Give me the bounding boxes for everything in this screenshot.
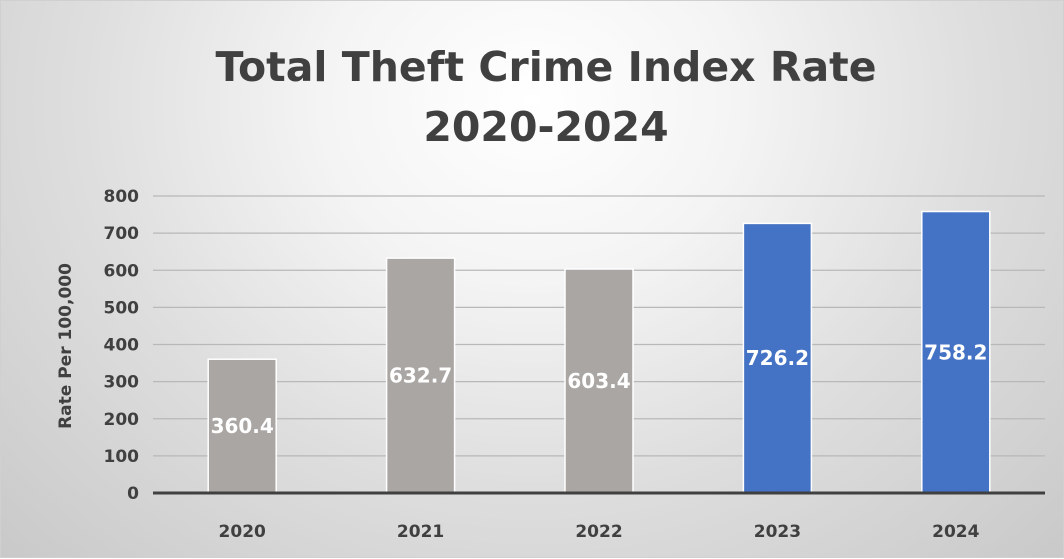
bars: [207, 210, 991, 494]
y-tick-label: 400: [104, 336, 140, 356]
x-tick-label: 2020: [219, 522, 266, 542]
x-axis-ticks: 2020 2021 2022 2023 2024: [219, 522, 980, 542]
x-tick-label: 2021: [397, 522, 444, 542]
bar-2024: [921, 210, 991, 494]
bar-2020: [207, 358, 277, 494]
data-label: 726.2: [746, 346, 809, 370]
y-axis-label: Rate Per 100,000: [56, 263, 76, 429]
x-tick-label: 2023: [754, 522, 801, 542]
data-label: 758.2: [924, 340, 987, 364]
data-labels: 360.4 632.7 603.4 726.2 758.2: [211, 340, 988, 438]
y-tick-label: 800: [104, 187, 140, 207]
x-tick-label: 2022: [575, 522, 622, 542]
chart-title: Total Theft Crime Index Rate 2020-2024: [215, 43, 877, 151]
y-tick-label: 600: [104, 261, 140, 281]
x-tick-label: 2024: [932, 522, 979, 542]
bar-2021: [385, 257, 456, 494]
data-label: 632.7: [389, 364, 452, 388]
y-tick-label: 100: [104, 447, 140, 467]
data-label: 603.4: [567, 369, 630, 393]
data-label: 360.4: [211, 414, 274, 438]
y-tick-label: 300: [104, 373, 140, 393]
y-axis-ticks: 0 100 200 300 400 500 600 700 800: [104, 187, 140, 504]
bar-2022: [564, 268, 634, 494]
y-tick-label: 500: [104, 298, 140, 318]
y-tick-label: 700: [104, 224, 140, 244]
y-tick-label: 200: [104, 410, 140, 430]
y-tick-label: 0: [127, 484, 139, 504]
bar-2023: [742, 222, 813, 494]
